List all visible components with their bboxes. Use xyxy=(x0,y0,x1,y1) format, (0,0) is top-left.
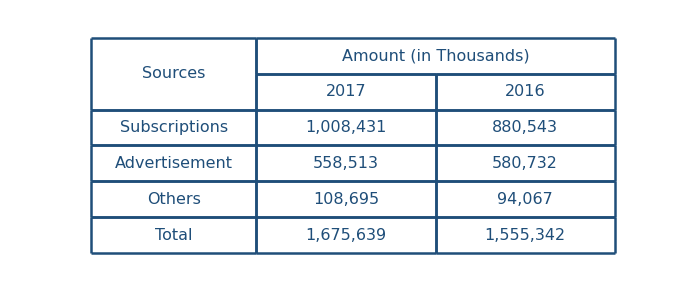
Text: Amount (in Thousands): Amount (in Thousands) xyxy=(342,48,529,63)
Text: 2017: 2017 xyxy=(326,84,367,99)
Text: 580,732: 580,732 xyxy=(492,156,558,171)
Text: Others: Others xyxy=(147,192,200,207)
Text: 94,067: 94,067 xyxy=(497,192,553,207)
Text: 1,555,342: 1,555,342 xyxy=(484,228,566,242)
Text: Total: Total xyxy=(155,228,193,242)
Text: Sources: Sources xyxy=(142,66,205,81)
Text: 1,675,639: 1,675,639 xyxy=(305,228,387,242)
Text: Subscriptions: Subscriptions xyxy=(120,120,228,135)
Text: 1,008,431: 1,008,431 xyxy=(305,120,387,135)
Text: Advertisement: Advertisement xyxy=(115,156,233,171)
Text: 108,695: 108,695 xyxy=(313,192,379,207)
Text: 880,543: 880,543 xyxy=(492,120,558,135)
Text: 558,513: 558,513 xyxy=(313,156,379,171)
Text: 2016: 2016 xyxy=(505,84,546,99)
